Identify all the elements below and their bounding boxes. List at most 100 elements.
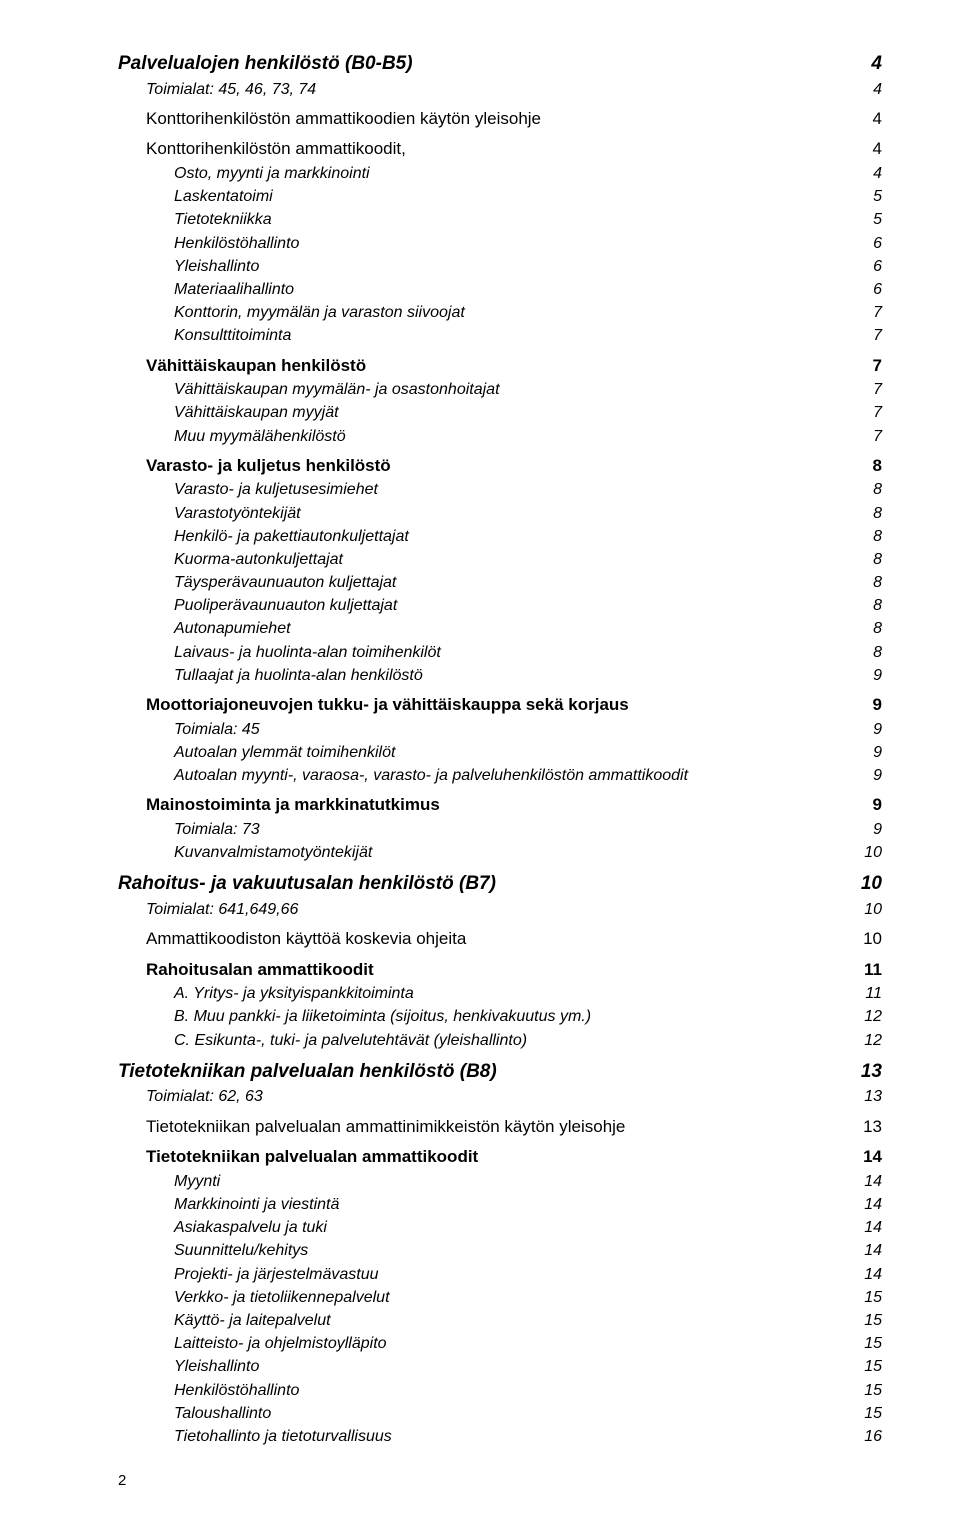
toc-page-ref: 13 bbox=[842, 1058, 882, 1086]
toc-row: Täysperävaunuauton kuljettajat8 bbox=[118, 571, 882, 594]
toc-page-ref: 9 bbox=[842, 818, 882, 841]
toc-label: Henkilöstöhallinto bbox=[174, 1379, 842, 1402]
toc-page-ref: 4 bbox=[842, 107, 882, 132]
toc-label: Laivaus- ja huolinta-alan toimihenkilöt bbox=[174, 641, 842, 664]
toc-label: Tietotekniikan palvelualan ammattinimikk… bbox=[146, 1115, 842, 1140]
toc-label: Toimiala: 73 bbox=[174, 818, 842, 841]
toc-page-ref: 10 bbox=[842, 841, 882, 864]
toc-label: Ammattikoodiston käyttöä koskevia ohjeit… bbox=[146, 927, 842, 952]
toc-row: Autonapumiehet8 bbox=[118, 617, 882, 640]
toc-row: Yleishallinto15 bbox=[118, 1355, 882, 1378]
toc-row: Autoalan ylemmät toimihenkilöt9 bbox=[118, 741, 882, 764]
toc-label: Moottoriajoneuvojen tukku- ja vähittäisk… bbox=[146, 693, 842, 718]
toc-page-ref: 9 bbox=[842, 793, 882, 818]
toc-label: Konsulttitoiminta bbox=[174, 324, 842, 347]
toc-row: Toimialat: 45, 46, 73, 744 bbox=[118, 78, 882, 101]
toc-label: Puoliperävaunuauton kuljettajat bbox=[174, 594, 842, 617]
toc-page-ref: 9 bbox=[842, 764, 882, 787]
toc-row: Konsulttitoiminta7 bbox=[118, 324, 882, 347]
toc-page-ref: 5 bbox=[842, 208, 882, 231]
toc-page-ref: 14 bbox=[842, 1145, 882, 1170]
toc-page-ref: 8 bbox=[842, 594, 882, 617]
toc-label: Vähittäiskaupan myyjät bbox=[174, 401, 842, 424]
toc-row: Taloushallinto15 bbox=[118, 1402, 882, 1425]
toc-label: Käyttö- ja laitepalvelut bbox=[174, 1309, 842, 1332]
toc-label: Tietotekniikan palvelualan ammattikoodit bbox=[146, 1145, 842, 1170]
toc-page-ref: 13 bbox=[842, 1085, 882, 1108]
toc-row: Mainostoiminta ja markkinatutkimus9 bbox=[118, 793, 882, 818]
toc-label: Asiakaspalvelu ja tuki bbox=[174, 1216, 842, 1239]
toc-page: Palvelualojen henkilöstö (B0-B5)4Toimial… bbox=[0, 0, 960, 1529]
toc-label: Mainostoiminta ja markkinatutkimus bbox=[146, 793, 842, 818]
toc-label: Rahoitusalan ammattikoodit bbox=[146, 958, 842, 983]
toc-label: Varasto- ja kuljetusesimiehet bbox=[174, 478, 842, 501]
toc-row: Rahoitus- ja vakuutusalan henkilöstö (B7… bbox=[118, 870, 882, 898]
toc-page-ref: 4 bbox=[842, 162, 882, 185]
toc-row: Toimialat: 641,649,6610 bbox=[118, 898, 882, 921]
toc-row: Tietotekniikan palvelualan henkilöstö (B… bbox=[118, 1058, 882, 1086]
toc-page-ref: 14 bbox=[842, 1170, 882, 1193]
toc-page-ref: 6 bbox=[842, 255, 882, 278]
toc-row: Henkilöstöhallinto6 bbox=[118, 232, 882, 255]
toc-label: Palvelualojen henkilöstö (B0-B5) bbox=[118, 50, 842, 78]
toc-page-ref: 14 bbox=[842, 1216, 882, 1239]
toc-row: Kuvanvalmistamotyöntekijät10 bbox=[118, 841, 882, 864]
toc-page-ref: 15 bbox=[842, 1332, 882, 1355]
toc-page-ref: 6 bbox=[842, 232, 882, 255]
toc-label: Suunnittelu/kehitys bbox=[174, 1239, 842, 1262]
toc-row: C. Esikunta-, tuki- ja palvelutehtävät (… bbox=[118, 1029, 882, 1052]
toc-label: Toimialat: 641,649,66 bbox=[146, 898, 842, 921]
toc-list: Palvelualojen henkilöstö (B0-B5)4Toimial… bbox=[118, 50, 882, 1448]
toc-label: Verkko- ja tietoliikennepalvelut bbox=[174, 1286, 842, 1309]
toc-label: Laitteisto- ja ohjelmistoylläpito bbox=[174, 1332, 842, 1355]
toc-label: Konttorihenkilöstön ammattikoodit, bbox=[146, 137, 842, 162]
toc-label: Konttorin, myymälän ja varaston siivooja… bbox=[174, 301, 842, 324]
toc-label: Taloushallinto bbox=[174, 1402, 842, 1425]
toc-page-ref: 8 bbox=[842, 641, 882, 664]
toc-page-ref: 5 bbox=[842, 185, 882, 208]
toc-page-ref: 9 bbox=[842, 718, 882, 741]
toc-label: Tietotekniikan palvelualan henkilöstö (B… bbox=[118, 1058, 842, 1086]
toc-label: B. Muu pankki- ja liiketoiminta (sijoitu… bbox=[174, 1005, 842, 1028]
toc-row: Suunnittelu/kehitys14 bbox=[118, 1239, 882, 1262]
toc-label: Henkilö- ja pakettiautonkuljettajat bbox=[174, 525, 842, 548]
toc-row: Konttorihenkilöstön ammattikoodit,4 bbox=[118, 137, 882, 162]
toc-page-ref: 13 bbox=[842, 1115, 882, 1140]
toc-page-ref: 4 bbox=[842, 137, 882, 162]
toc-page-ref: 14 bbox=[842, 1239, 882, 1262]
toc-label: Yleishallinto bbox=[174, 255, 842, 278]
toc-page-ref: 14 bbox=[842, 1263, 882, 1286]
toc-label: Projekti- ja järjestelmävastuu bbox=[174, 1263, 842, 1286]
toc-label: Kuorma-autonkuljettajat bbox=[174, 548, 842, 571]
toc-row: Moottoriajoneuvojen tukku- ja vähittäisk… bbox=[118, 693, 882, 718]
toc-row: Toimiala: 739 bbox=[118, 818, 882, 841]
toc-label: Autoalan myynti-, varaosa-, varasto- ja … bbox=[174, 764, 842, 787]
toc-label: Toimiala: 45 bbox=[174, 718, 842, 741]
toc-page-ref: 10 bbox=[842, 927, 882, 952]
toc-page-ref: 10 bbox=[842, 898, 882, 921]
toc-page-ref: 12 bbox=[842, 1029, 882, 1052]
toc-page-ref: 9 bbox=[842, 693, 882, 718]
toc-label: Laskentatoimi bbox=[174, 185, 842, 208]
toc-label: Tietotekniikka bbox=[174, 208, 842, 231]
toc-label: C. Esikunta-, tuki- ja palvelutehtävät (… bbox=[174, 1029, 842, 1052]
toc-row: B. Muu pankki- ja liiketoiminta (sijoitu… bbox=[118, 1005, 882, 1028]
toc-page-ref: 4 bbox=[842, 78, 882, 101]
toc-label: Osto, myynti ja markkinointi bbox=[174, 162, 842, 185]
toc-page-ref: 8 bbox=[842, 478, 882, 501]
toc-label: Vähittäiskaupan henkilöstö bbox=[146, 354, 842, 379]
toc-row: Tietohallinto ja tietoturvallisuus16 bbox=[118, 1425, 882, 1448]
toc-row: Toimiala: 459 bbox=[118, 718, 882, 741]
toc-row: Ammattikoodiston käyttöä koskevia ohjeit… bbox=[118, 927, 882, 952]
toc-row: Vähittäiskaupan myymälän- ja osastonhoit… bbox=[118, 378, 882, 401]
toc-label: Varastotyöntekijät bbox=[174, 502, 842, 525]
toc-row: Konttorihenkilöstön ammattikoodien käytö… bbox=[118, 107, 882, 132]
toc-row: Varasto- ja kuljetusesimiehet8 bbox=[118, 478, 882, 501]
toc-row: Yleishallinto6 bbox=[118, 255, 882, 278]
toc-page-ref: 15 bbox=[842, 1286, 882, 1309]
toc-label: Autoalan ylemmät toimihenkilöt bbox=[174, 741, 842, 764]
toc-page-ref: 6 bbox=[842, 278, 882, 301]
toc-page-ref: 12 bbox=[842, 1005, 882, 1028]
toc-label: Täysperävaunuauton kuljettajat bbox=[174, 571, 842, 594]
toc-label: Muu myymälähenkilöstö bbox=[174, 425, 842, 448]
